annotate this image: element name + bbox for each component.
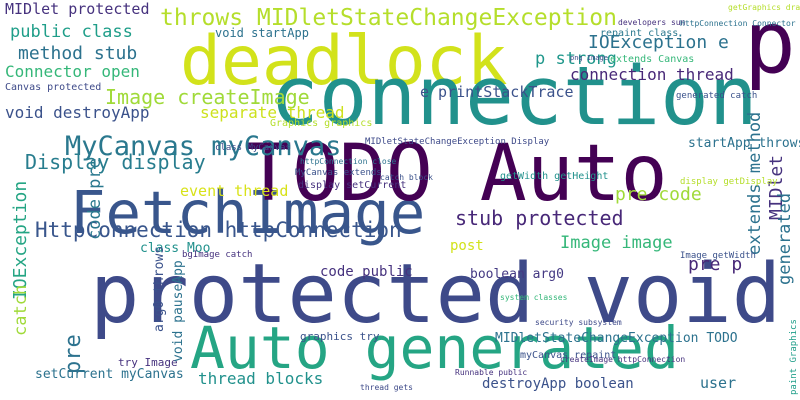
cloud-word: protected void — [90, 247, 781, 342]
cloud-word: extends method — [745, 112, 765, 255]
cloud-word: MIDletStateChangeException Display — [365, 137, 550, 147]
cloud-word: stub protected — [455, 206, 624, 230]
cloud-word: post — [450, 238, 484, 254]
cloud-word: Image getWidth — [680, 251, 756, 261]
cloud-word: httpConnection close — [300, 157, 397, 166]
cloud-word: display getDisplay — [680, 177, 778, 187]
cloud-word: event thread — [180, 182, 288, 200]
cloud-word: display setCurrent — [298, 180, 406, 191]
cloud-word: class MyCanvas — [215, 143, 291, 153]
cloud-word: separate thread — [200, 103, 345, 122]
cloud-word: Image createImage — [105, 85, 310, 109]
cloud-word: MIDletStateChangeException TODO — [495, 331, 738, 346]
cloud-word: extends Canvas — [610, 54, 694, 65]
cloud-word: throws MIDletStateChangeException — [160, 5, 617, 31]
cloud-word: developers sun — [618, 18, 686, 27]
cloud-word: MIDlet protected — [5, 0, 150, 18]
cloud-word: Auto generated — [190, 314, 679, 382]
cloud-word: user — [700, 374, 736, 392]
cloud-word: destroyApp boolean — [482, 376, 634, 392]
cloud-word: getGraphics drawImage — [728, 3, 800, 12]
cloud-word: HttpConnection Connector — [680, 19, 796, 28]
cloud-word: pre code — [615, 184, 702, 205]
cloud-word: p — [744, 0, 796, 93]
cloud-word: thread blocks — [198, 369, 323, 388]
cloud-word: arg0 throws — [152, 246, 167, 332]
cloud-word: myCanvas repaint — [520, 350, 616, 361]
cloud-word: public class — [10, 22, 133, 42]
cloud-word: Runnable public — [455, 368, 527, 377]
cloud-word: paint Graphics — [789, 319, 799, 395]
cloud-word: code public — [320, 264, 413, 280]
cloud-word: setCurrent myCanvas — [35, 367, 184, 382]
cloud-word: method stub — [18, 43, 137, 64]
cloud-word: connection — [270, 50, 758, 144]
cloud-word: void pauseApp — [171, 260, 186, 362]
cloud-word: getWidth getHeight — [500, 171, 608, 182]
cloud-word: try Image — [118, 356, 178, 369]
cloud-word: void destroyApp — [5, 103, 150, 122]
cloud-word: thread gets — [360, 383, 413, 392]
cloud-word: void startApp — [215, 26, 309, 40]
cloud-word: p strong — [535, 49, 617, 69]
cloud-word: graphics try — [300, 330, 380, 343]
cloud-word: deadlock — [180, 22, 508, 101]
cloud-word: Image image — [560, 233, 673, 253]
cloud-word: catch block — [380, 173, 433, 182]
cloud-word: generated catch — [676, 91, 757, 101]
cloud-word: MIDlet — [766, 155, 787, 220]
cloud-word: connection thread — [570, 65, 734, 84]
cloud-word: bgImage catch — [182, 250, 252, 260]
cloud-word: repaint class — [600, 28, 678, 39]
cloud-word: class Moo — [140, 241, 210, 256]
cloud-word: security subsystem — [535, 318, 622, 327]
cloud-word: TODO Auto — [245, 129, 668, 219]
cloud-word: e printStackTrace — [420, 83, 574, 101]
cloud-word: system classes — [500, 293, 568, 302]
cloud-word: png Image — [570, 54, 608, 62]
cloud-word: Connector open — [5, 62, 140, 81]
cloud-word: MyCanvas myCanvas — [65, 131, 341, 162]
cloud-word: Graphics graphics — [270, 118, 372, 129]
cloud-word: startApp throws — [688, 136, 800, 151]
cloud-word: Display display — [25, 150, 206, 174]
cloud-word: code pre — [85, 158, 105, 240]
cloud-word: FetchImage — [70, 178, 425, 247]
cloud-word: boolean arg0 — [470, 267, 564, 282]
cloud-word: HttpConnection httpConnection — [35, 218, 402, 242]
cloud-word: pre p — [688, 254, 742, 275]
cloud-word: Canvas protected — [5, 82, 101, 93]
cloud-word: IOException e — [588, 32, 729, 53]
cloud-word: createImage httpConnection — [560, 355, 685, 364]
cloud-word: pre — [61, 334, 86, 374]
cloud-word: MyCanvas extends — [295, 168, 382, 178]
cloud-word: catch — [11, 285, 31, 336]
cloud-word: generated — [775, 193, 795, 285]
cloud-word: IOException — [10, 181, 31, 300]
